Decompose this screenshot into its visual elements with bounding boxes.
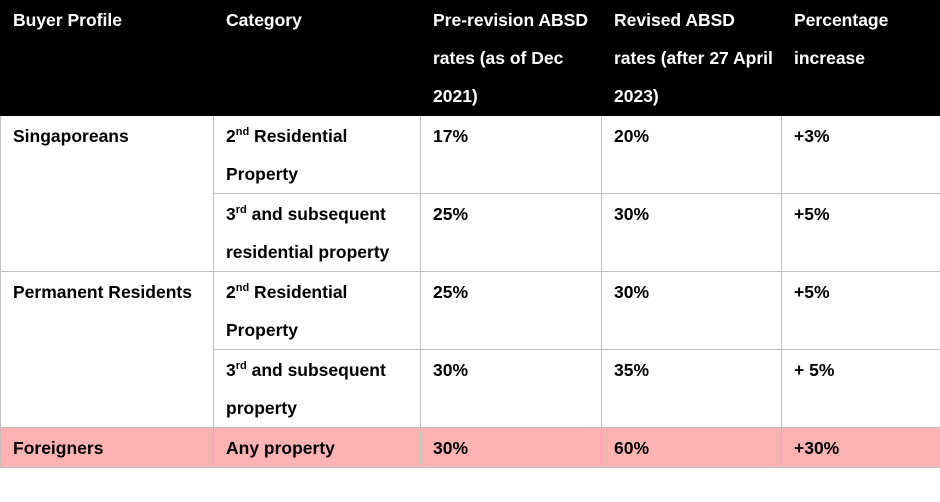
ordinal-suffix: rd <box>235 360 247 373</box>
header-revised-rates: Revised ABSD rates (after 27 April 2023) <box>601 0 782 116</box>
revised-rate-cell: 60% <box>601 427 782 468</box>
table-row-pr-3rd: 3rd and subsequent property 30% 35% + 5% <box>1 349 940 428</box>
pre-revision-rate-cell: 30% <box>420 349 602 428</box>
header-row: Buyer Profile Category Pre-revision ABSD… <box>0 0 940 116</box>
buyer-profile-cell: Singaporeans <box>0 115 214 272</box>
category-cell: 3rd and subsequent property <box>213 349 421 428</box>
category-text: and subsequent residential property <box>226 204 390 262</box>
header-category: Category <box>213 0 421 116</box>
ordinal-number: 3 <box>226 360 236 380</box>
header-pre-revision-rates: Pre-revision ABSD rates (as of Dec 2021) <box>420 0 602 116</box>
ordinal-number: 3 <box>226 204 236 224</box>
category-cell: 3rd and subsequent residential property <box>213 193 421 272</box>
absd-rates-table: Buyer Profile Category Pre-revision ABSD… <box>0 0 940 468</box>
category-cell: 2nd Residential Property <box>213 271 421 350</box>
header-buyer-profile: Buyer Profile <box>0 0 214 116</box>
revised-rate-cell: 30% <box>601 271 782 350</box>
ordinal-suffix: nd <box>235 282 250 295</box>
category-cell: Any property <box>213 427 421 468</box>
pre-revision-rate-cell: 25% <box>420 271 602 350</box>
table-row-singaporeans-2nd: Singaporeans 2nd Residential Property 17… <box>0 115 940 272</box>
ordinal-number: 2 <box>226 282 236 302</box>
buyer-profile-cell: Foreigners <box>0 427 214 468</box>
ordinal-suffix: nd <box>235 126 250 139</box>
category-text: and subsequent property <box>226 360 386 418</box>
pre-revision-rate-cell: 25% <box>420 193 602 272</box>
percentage-increase-cell: +30% <box>781 427 940 468</box>
percentage-increase-cell: +5% <box>781 271 940 350</box>
percentage-increase-cell: +3% <box>781 115 940 194</box>
revised-rate-cell: 30% <box>601 193 782 272</box>
table-row-pr-2nd: Permanent Residents 2nd Residential Prop… <box>0 271 940 428</box>
category-text: Residential Property <box>226 282 348 340</box>
percentage-increase-cell: +5% <box>781 193 940 272</box>
ordinal-number: 2 <box>226 126 236 146</box>
pre-revision-rate-cell: 17% <box>420 115 602 194</box>
percentage-increase-cell: + 5% <box>781 349 940 428</box>
category-cell: 2nd Residential Property <box>213 115 421 194</box>
table-row-foreigners: Foreigners Any property 30% 60% +30% <box>0 427 940 468</box>
ordinal-suffix: rd <box>235 204 247 217</box>
pre-revision-rate-cell: 30% <box>420 427 602 468</box>
buyer-profile-cell: Permanent Residents <box>0 271 214 428</box>
revised-rate-cell: 35% <box>601 349 782 428</box>
revised-rate-cell: 20% <box>601 115 782 194</box>
header-percentage-increase: Percentage increase <box>781 0 940 116</box>
category-text: Residential Property <box>226 126 348 184</box>
